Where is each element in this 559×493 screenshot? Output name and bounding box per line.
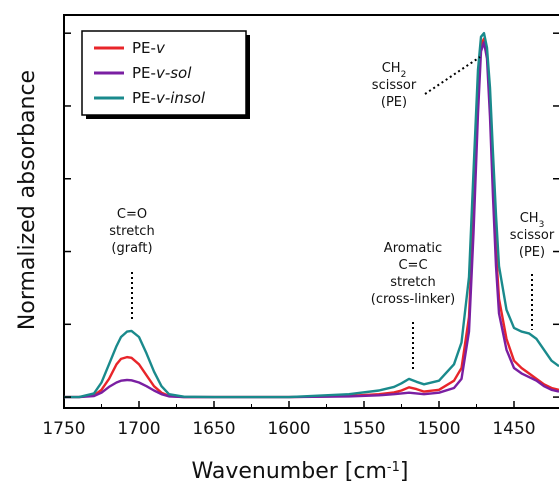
y-axis-title: Normalized absorbance [15,70,40,330]
annotation: Aromatic C=C stretch (cross-linker) [371,241,455,372]
x-axis-title: Wavenumber [cm-1] [192,459,409,484]
x-tick-label: 1450 [492,419,535,439]
annotation-line: (PE) [519,245,545,260]
annotation-line: scissor [510,228,555,243]
x-axis-title-close: ] [400,459,409,484]
x-tick-label: 1550 [342,419,385,439]
x-tick-label: 1750 [42,419,85,439]
tick-layer: 1750 1700 1650 1600 1550 1500 1450 [42,32,559,439]
annotation-line: (PE) [381,95,407,110]
annotation-line: CH2 [382,61,407,80]
annotation-leader [424,56,481,95]
annotation-line: scissor [372,78,417,93]
x-tick-label: 1650 [192,419,235,439]
x-axis-title-main: Wavenumber [cm [192,459,387,484]
annotation-line: Aromatic [384,241,442,256]
plot-frame-layer [63,14,559,409]
x-tick-label: 1600 [267,419,310,439]
annotation-line: CH3 [520,211,545,230]
legend: PE-v PE-v-sol PE-v-insol [81,30,250,119]
x-tick-label: 1500 [417,419,460,439]
x-tick-label: 1700 [117,419,160,439]
annotation-line: stretch [109,224,154,239]
annotation-line: stretch [390,275,435,290]
plot-frame [63,14,559,409]
series-layer [64,32,559,399]
legend-label: PE-v [132,39,166,57]
annotation-line: (cross-linker) [371,292,455,307]
annotation-line: C=O [117,207,147,222]
series-line-pe-v-insol [64,32,559,399]
legend-label: PE-v-insol [132,89,206,107]
annotation-line: (graft) [111,241,152,256]
annotation-line: C=C [398,258,427,273]
legend-label: PE-v-sol [132,64,192,82]
series-line-pe-v-sol [64,41,559,399]
x-axis-title-sup: -1 [387,460,400,475]
annotation-layer: C=O stretch (graft) Aromatic C=C stretch (cros… [109,56,555,372]
series-line-pe-v [64,37,559,399]
annotation: C=O stretch (graft) [109,207,155,322]
